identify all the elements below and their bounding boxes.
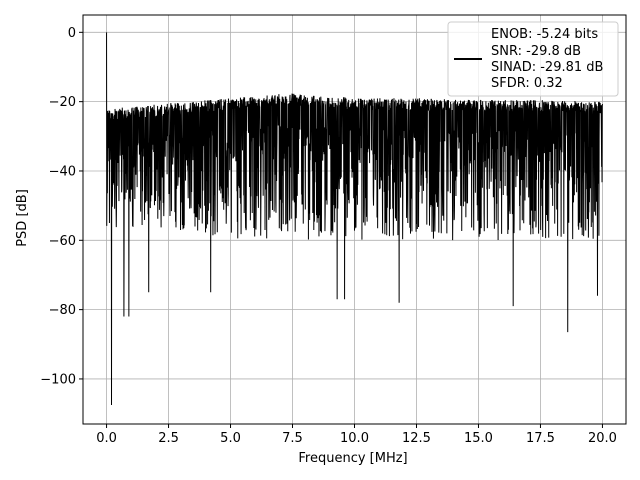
legend-box — [447, 21, 619, 97]
legend-line-sfdr: SFDR: 0.32 — [491, 76, 563, 91]
x-tick-label: 15.0 — [464, 431, 493, 446]
x-tick-label: 12.5 — [402, 431, 431, 446]
x-tick-label: 0.0 — [96, 431, 117, 446]
y-tick-label: −60 — [49, 234, 76, 249]
x-tick-label: 7.5 — [282, 431, 303, 446]
y-axis-ticks: 0 −20 −40 −60 −80 −100 — [40, 26, 83, 387]
y-tick-label: −80 — [49, 303, 76, 318]
x-tick-label: 10.0 — [340, 431, 369, 446]
series-line-psd — [106, 32, 603, 405]
legend-line-sinad: SINAD: -29.81 dB — [491, 60, 603, 75]
y-axis-label: PSD [dB] — [15, 189, 30, 247]
y-tick-label: −20 — [49, 95, 76, 110]
legend-line-enob: ENOB: -5.24 bits — [491, 27, 598, 42]
x-tick-label: 20.0 — [588, 431, 617, 446]
y-tick-label: −100 — [40, 372, 76, 387]
x-axis-ticks: 0.0 2.5 5.0 7.5 10.0 12.5 15.0 17.5 20.0 — [96, 424, 617, 446]
plot-area — [106, 32, 603, 405]
x-tick-label: 2.5 — [158, 431, 179, 446]
y-tick-label: −40 — [49, 164, 76, 179]
x-tick-label: 5.0 — [220, 431, 241, 446]
legend: ENOB: -5.24 bits SNR: -29.8 dB SINAD: -2… — [447, 21, 619, 97]
legend-line-snr: SNR: -29.8 dB — [491, 44, 581, 59]
x-axis-label: Frequency [MHz] — [298, 451, 407, 466]
x-tick-label: 17.5 — [526, 431, 555, 446]
y-tick-label: 0 — [68, 26, 76, 41]
